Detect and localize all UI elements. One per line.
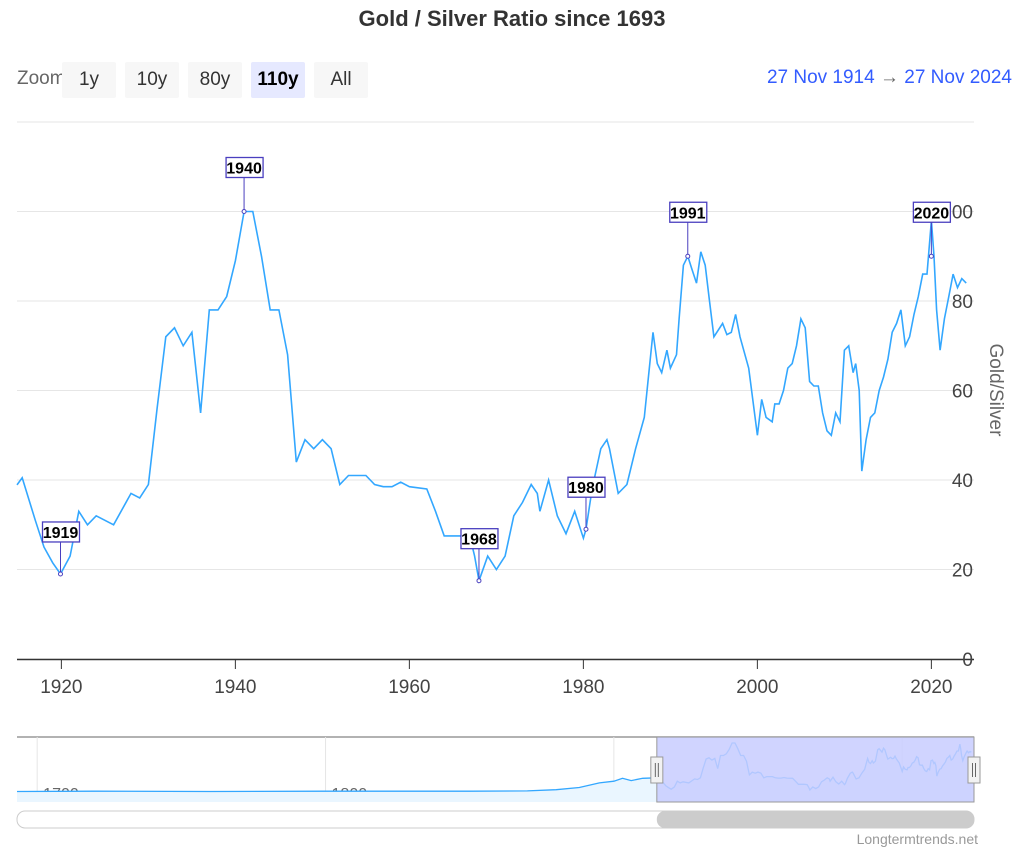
y-tick-label: 80 bbox=[952, 292, 973, 313]
flag-1968: 1968 bbox=[460, 528, 499, 584]
handle-body bbox=[967, 756, 981, 784]
series-line bbox=[16, 210, 967, 584]
flag-box bbox=[567, 476, 606, 498]
navigator-selection[interactable] bbox=[656, 736, 975, 803]
flag-1980: 1980 bbox=[567, 476, 606, 532]
flag-box bbox=[460, 528, 499, 550]
x-tick-label: 1940 bbox=[214, 677, 256, 698]
flag-point bbox=[685, 253, 691, 259]
navigator-handle-left[interactable] bbox=[650, 756, 664, 784]
credit-link[interactable]: Longtermtrends.net bbox=[856, 831, 978, 847]
flag-label: 1919 bbox=[43, 525, 79, 542]
flag-2020: 2020 bbox=[912, 201, 952, 259]
chart-title: Gold / Silver Ratio since 1693 bbox=[358, 6, 666, 31]
x-tick-label: 1980 bbox=[562, 677, 604, 698]
flag-1940: 1940 bbox=[225, 156, 264, 214]
flag-box bbox=[41, 521, 81, 543]
flag-point bbox=[583, 526, 589, 532]
flag-point bbox=[476, 578, 482, 584]
range-button-10y[interactable]: 10y bbox=[125, 62, 179, 98]
x-tick-label: 1960 bbox=[388, 677, 430, 698]
flag-box bbox=[912, 201, 952, 223]
x-tick-label: 1920 bbox=[40, 677, 82, 698]
scrollbar-thumb[interactable] bbox=[656, 811, 974, 828]
date-range[interactable]: 27 Nov 1914 → 27 Nov 2024 bbox=[767, 67, 1012, 89]
flag-label: 1980 bbox=[568, 480, 604, 497]
flag-label: 1968 bbox=[461, 532, 497, 549]
y-tick-label: 0 bbox=[962, 650, 973, 671]
range-to[interactable]: 27 Nov 2024 bbox=[904, 67, 1012, 88]
flag-label: 1991 bbox=[670, 205, 706, 222]
flag-point bbox=[928, 253, 934, 259]
flag-point bbox=[58, 571, 63, 577]
y-tick-label: 60 bbox=[952, 382, 973, 403]
y-tick-label: 20 bbox=[952, 561, 973, 582]
flag-1991: 1991 bbox=[669, 201, 708, 259]
flag-box bbox=[669, 201, 708, 223]
flag-label: 2020 bbox=[914, 205, 950, 222]
handle-body bbox=[650, 756, 664, 784]
range-button-1y[interactable]: 1y bbox=[62, 62, 116, 98]
flag-point bbox=[241, 209, 247, 214]
y-axis-title: Gold/Silver bbox=[985, 344, 1006, 438]
flag-box bbox=[225, 156, 264, 179]
navigator-handle-right[interactable] bbox=[967, 756, 981, 784]
range-button-all[interactable]: All bbox=[314, 62, 368, 98]
zoom-label: Zoom bbox=[17, 68, 63, 89]
range-from[interactable]: 27 Nov 1914 bbox=[766, 67, 875, 88]
range-separator: → bbox=[879, 67, 899, 88]
y-tick-label: 40 bbox=[952, 471, 973, 492]
range-button-110y[interactable]: 110y bbox=[251, 62, 305, 98]
flag-label: 1940 bbox=[226, 161, 262, 178]
x-tick-label: 2000 bbox=[736, 677, 778, 698]
flag-1919: 1919 bbox=[41, 521, 81, 577]
range-button-80y[interactable]: 80y bbox=[188, 62, 242, 98]
x-tick-label: 2020 bbox=[910, 677, 952, 698]
